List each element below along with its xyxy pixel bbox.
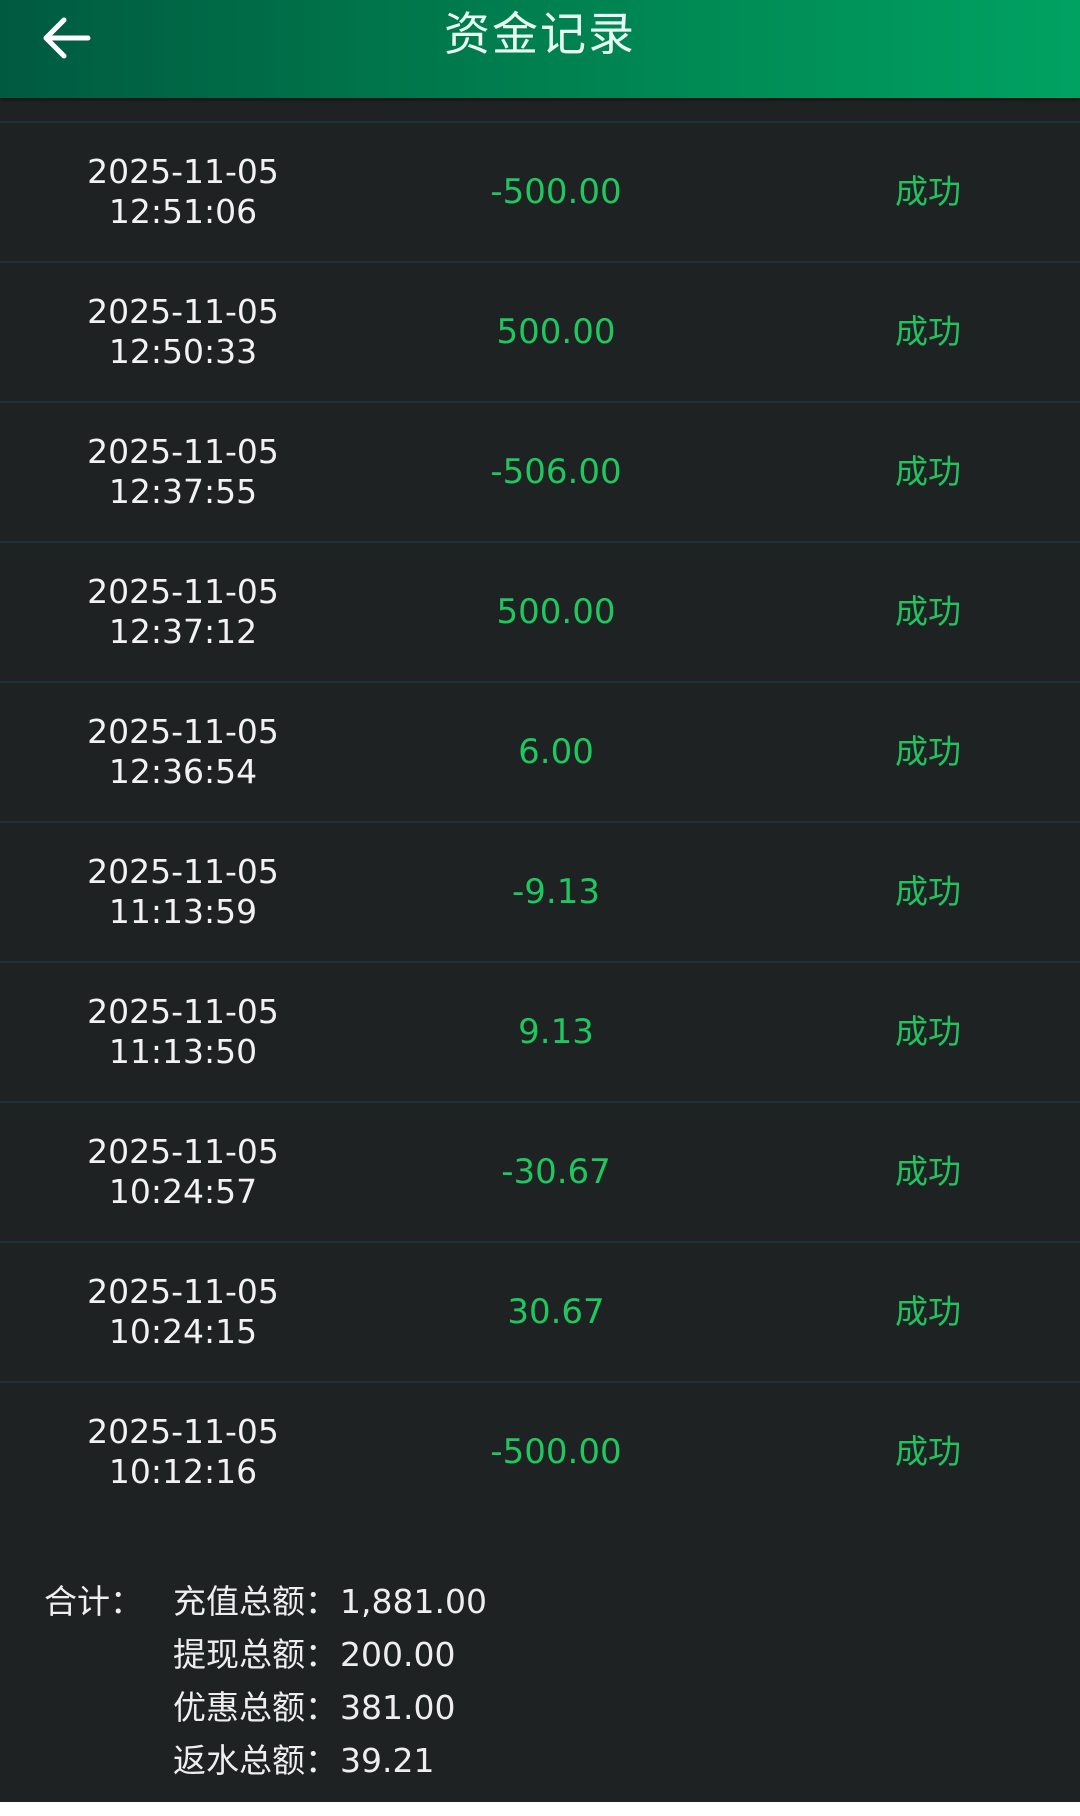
record-time: 10:24:15 xyxy=(108,1312,258,1351)
record-amount: 6.00 xyxy=(518,732,594,772)
table-row[interactable]: 2025-11-05 12:37:55 -506.00 成功 xyxy=(0,401,1080,541)
record-status: 成功 xyxy=(895,592,961,631)
record-time: 12:36:54 xyxy=(108,752,258,791)
record-time: 11:13:50 xyxy=(108,1032,258,1071)
record-date: 2025-11-05 xyxy=(87,292,279,331)
record-status: 成功 xyxy=(895,1432,961,1471)
record-status: 成功 xyxy=(895,872,961,911)
table-row[interactable]: 2025-11-05 12:37:12 500.00 成功 xyxy=(0,541,1080,681)
table-row[interactable]: 2025-11-05 11:13:59 -9.13 成功 xyxy=(0,821,1080,961)
record-date: 2025-11-05 xyxy=(87,1132,279,1171)
record-status: 成功 xyxy=(895,312,961,351)
record-status: 成功 xyxy=(895,172,961,211)
record-amount: -500.00 xyxy=(490,1432,622,1472)
record-time: 12:51:06 xyxy=(108,192,258,231)
table-row[interactable]: 2025-11-05 12:36:54 6.00 成功 xyxy=(0,681,1080,821)
record-list[interactable]: 2025-11-05 12:51:06 -500.00 成功 2025-11-05 12:… xyxy=(0,121,1080,1521)
record-status: 成功 xyxy=(895,732,961,771)
record-datetime: 2025-11-05 12:51:06 xyxy=(63,152,303,232)
table-row[interactable]: 2025-11-05 12:51:06 -500.00 成功 xyxy=(0,121,1080,261)
summary-label: 合计： xyxy=(44,1582,143,1621)
record-time: 12:50:33 xyxy=(108,332,258,371)
record-amount: 30.67 xyxy=(507,1292,605,1332)
table-row[interactable]: 2025-11-05 12:50:33 500.00 成功 xyxy=(0,261,1080,401)
record-time: 10:12:16 xyxy=(108,1452,258,1491)
header-bar: 资金记录 xyxy=(0,0,1080,98)
record-time: 12:37:55 xyxy=(108,472,258,511)
record-date: 2025-11-05 xyxy=(87,432,279,471)
record-status: 成功 xyxy=(895,1152,961,1191)
record-amount: 500.00 xyxy=(496,592,616,632)
record-datetime: 2025-11-05 12:37:55 xyxy=(63,432,303,512)
record-date: 2025-11-05 xyxy=(87,572,279,611)
record-amount: -500.00 xyxy=(490,172,622,212)
table-row[interactable]: 2025-11-05 10:24:57 -30.67 成功 xyxy=(0,1101,1080,1241)
arrow-left-icon xyxy=(43,17,91,59)
record-date: 2025-11-05 xyxy=(87,992,279,1031)
summary-item: 优惠总额：381.00 xyxy=(173,1686,487,1739)
record-datetime: 2025-11-05 10:12:16 xyxy=(63,1412,303,1492)
record-date: 2025-11-05 xyxy=(87,1412,279,1451)
record-time: 10:24:57 xyxy=(108,1172,258,1211)
record-datetime: 2025-11-05 10:24:57 xyxy=(63,1132,303,1212)
record-time: 12:37:12 xyxy=(108,612,258,651)
record-datetime: 2025-11-05 10:24:15 xyxy=(63,1272,303,1352)
summary-panel: 合计： 充值总额：1,881.00 提现总额：200.00 优惠总额：381.00 返… xyxy=(0,1558,1080,1802)
summary-item-label: 优惠总额： xyxy=(173,1688,338,1727)
record-datetime: 2025-11-05 11:13:59 xyxy=(63,852,303,932)
record-status: 成功 xyxy=(895,452,961,491)
record-datetime: 2025-11-05 11:13:50 xyxy=(63,992,303,1072)
record-date: 2025-11-05 xyxy=(87,712,279,751)
summary-item-label: 充值总额： xyxy=(173,1582,338,1621)
record-time: 11:13:59 xyxy=(108,892,258,931)
back-button[interactable] xyxy=(38,8,98,68)
record-amount: -506.00 xyxy=(490,452,622,492)
record-status: 成功 xyxy=(895,1292,961,1331)
summary-item-label: 返水总额： xyxy=(173,1741,338,1780)
table-row[interactable]: 2025-11-05 10:24:15 30.67 成功 xyxy=(0,1241,1080,1381)
summary-item-value: 200.00 xyxy=(340,1635,456,1674)
summary-item: 提现总额：200.00 xyxy=(173,1633,487,1686)
record-datetime: 2025-11-05 12:36:54 xyxy=(63,712,303,792)
record-date: 2025-11-05 xyxy=(87,852,279,891)
summary-item-value: 1,881.00 xyxy=(340,1582,487,1621)
record-datetime: 2025-11-05 12:50:33 xyxy=(63,292,303,372)
summary-item-value: 381.00 xyxy=(340,1688,456,1727)
record-amount: 9.13 xyxy=(518,1012,594,1052)
record-date: 2025-11-05 xyxy=(87,152,279,191)
summary-item-label: 提现总额： xyxy=(173,1635,338,1674)
table-row[interactable]: 2025-11-05 11:13:50 9.13 成功 xyxy=(0,961,1080,1101)
summary-item: 返水总额：39.21 xyxy=(173,1739,487,1792)
summary-item-value: 39.21 xyxy=(340,1741,435,1780)
record-amount: -9.13 xyxy=(512,872,600,912)
summary-item: 充值总额：1,881.00 xyxy=(173,1580,487,1633)
record-date: 2025-11-05 xyxy=(87,1272,279,1311)
summary-lines: 充值总额：1,881.00 提现总额：200.00 优惠总额：381.00 返水总额：… xyxy=(173,1580,487,1792)
page-title: 资金记录 xyxy=(444,7,636,61)
table-row[interactable]: 2025-11-05 10:12:16 -500.00 成功 xyxy=(0,1381,1080,1521)
record-amount: 500.00 xyxy=(496,312,616,352)
record-status: 成功 xyxy=(895,1012,961,1051)
record-amount: -30.67 xyxy=(501,1152,611,1192)
record-datetime: 2025-11-05 12:37:12 xyxy=(63,572,303,652)
